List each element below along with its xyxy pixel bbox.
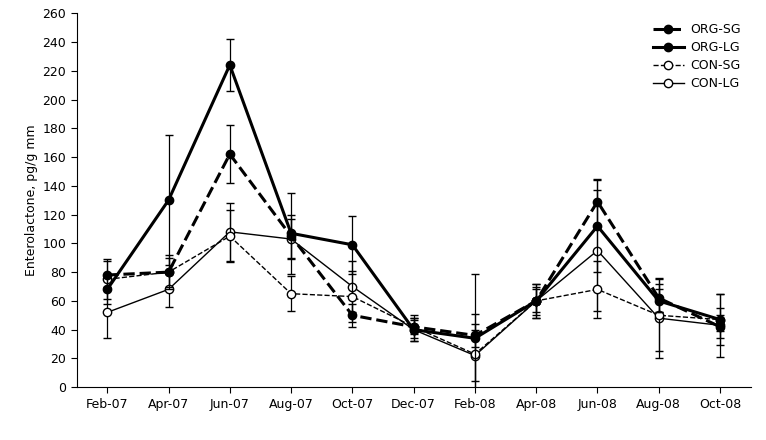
Legend: ORG-SG, ORG-LG, CON-SG, CON-LG: ORG-SG, ORG-LG, CON-SG, CON-LG (649, 19, 745, 94)
Y-axis label: Enterolactone, pg/g mm: Enterolactone, pg/g mm (25, 125, 38, 276)
